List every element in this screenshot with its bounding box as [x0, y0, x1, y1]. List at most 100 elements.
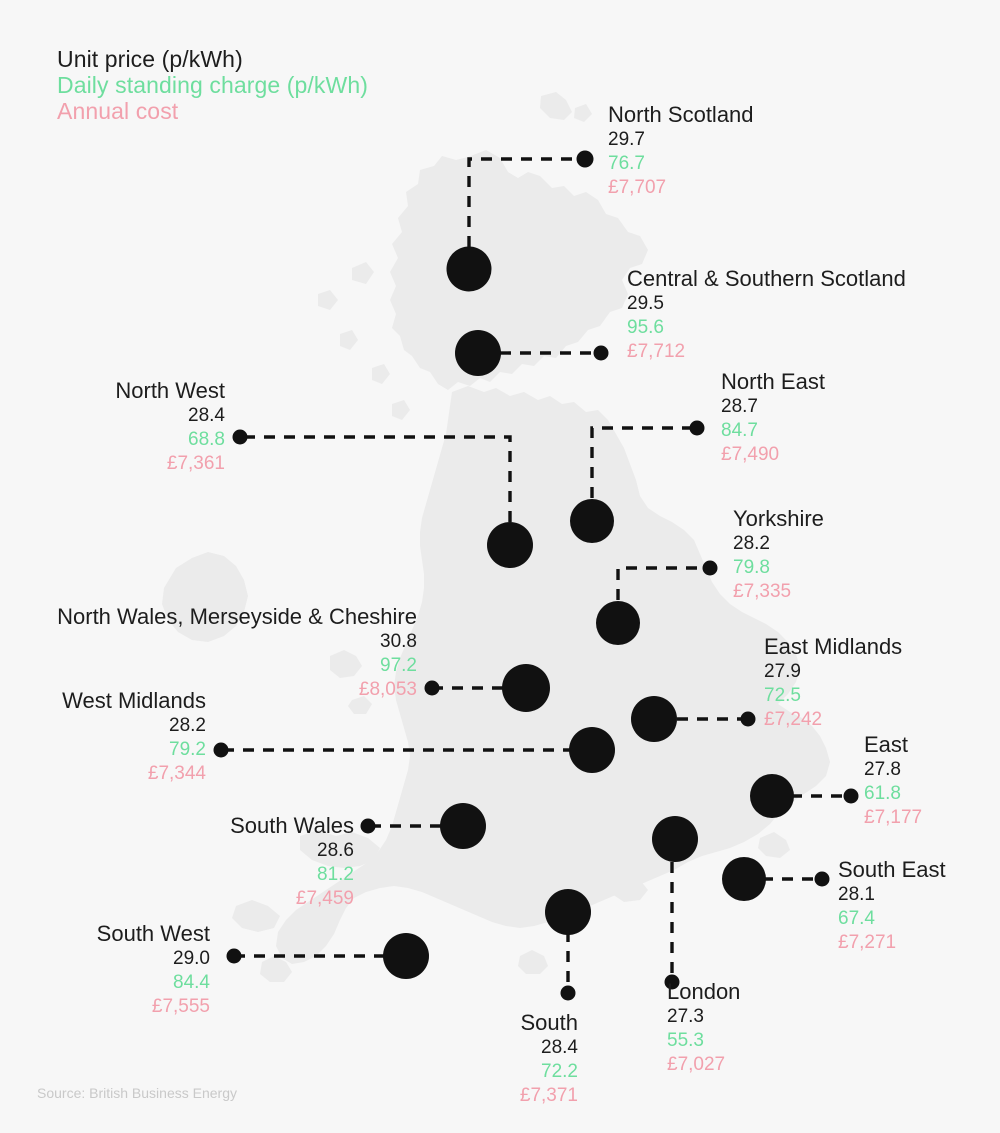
endpoint-south-wales — [360, 818, 376, 834]
bubble-north-west[interactable] — [487, 522, 533, 568]
region-standing-charge: 81.2 — [317, 864, 354, 885]
region-name: London — [667, 979, 741, 1004]
bubble-central-southern-scotland[interactable] — [455, 330, 501, 376]
region-label-london[interactable]: London 27.3 55.3 £7,027 — [667, 979, 740, 1077]
region-label-south-wales[interactable]: South Wales 28.6 81.2 £7,459 — [0, 813, 354, 911]
legend-standing-charge: Daily standing charge (p/kWh) — [57, 72, 368, 98]
region-name: South East — [838, 857, 946, 882]
endpoint-north-wales — [424, 680, 440, 696]
bubble-south-west[interactable] — [383, 933, 429, 979]
region-name: North West — [115, 378, 225, 403]
bubble-north-scotland[interactable] — [446, 246, 492, 292]
region-standing-charge: 72.5 — [764, 685, 801, 706]
uk-landmass — [162, 92, 830, 982]
region-standing-charge: 84.4 — [173, 972, 210, 993]
endpoint-south-west — [226, 948, 242, 964]
region-standing-charge: 55.3 — [667, 1030, 704, 1051]
source-attribution: Source: British Business Energy — [37, 1085, 237, 1101]
region-annual-cost: £7,555 — [151, 996, 210, 1017]
region-unit-price: 28.1 — [838, 884, 875, 905]
legend: Unit price (p/kWh) Daily standing charge… — [57, 46, 368, 124]
region-label-east-midlands[interactable]: East Midlands 27.9 72.5 £7,242 — [764, 634, 902, 732]
bubble-london[interactable] — [652, 816, 698, 862]
region-standing-charge: 79.2 — [169, 739, 206, 760]
region-annual-cost: £7,712 — [627, 341, 686, 362]
legend-annual-cost: Annual cost — [57, 98, 179, 124]
endpoint-london — [664, 974, 680, 990]
region-unit-price: 29.0 — [173, 948, 210, 969]
endpoint-south — [560, 985, 576, 1001]
region-unit-price: 29.7 — [608, 129, 645, 150]
leader-line-yorkshire — [616, 566, 710, 600]
region-unit-price: 27.3 — [667, 1006, 704, 1027]
region-standing-charge: 72.2 — [541, 1061, 578, 1082]
bubble-east[interactable] — [750, 774, 794, 818]
endpoint-central-southern-scotland — [593, 345, 609, 361]
endpoint-north-east — [689, 420, 705, 436]
region-name: East Midlands — [764, 634, 903, 659]
region-unit-price: 28.6 — [317, 840, 354, 861]
region-name: South West — [96, 921, 210, 946]
region-annual-cost: £7,027 — [667, 1054, 726, 1075]
region-annual-cost: £7,344 — [147, 763, 206, 784]
region-label-north-west[interactable]: North West 28.4 68.8 £7,361 — [0, 378, 225, 476]
region-label-south-west[interactable]: South West 29.0 84.4 £7,555 — [0, 921, 210, 1019]
region-label-south-east[interactable]: South East 28.1 67.4 £7,271 — [838, 857, 946, 955]
region-annual-cost: £8,053 — [358, 679, 417, 700]
region-name: North Wales, Merseyside & Cheshire — [57, 604, 417, 629]
leader-line-north-west — [240, 435, 512, 522]
region-unit-price: 29.5 — [627, 293, 664, 314]
region-unit-price: 28.4 — [541, 1037, 578, 1058]
leader-endpoints-layer — [213, 150, 859, 1001]
region-annual-cost: £7,371 — [519, 1085, 578, 1106]
region-annual-cost: £7,242 — [764, 709, 823, 730]
region-unit-price: 28.7 — [721, 396, 758, 417]
region-label-east[interactable]: East 27.8 61.8 £7,177 — [864, 732, 922, 830]
region-standing-charge: 76.7 — [608, 153, 645, 174]
region-annual-cost: £7,271 — [838, 932, 897, 953]
region-annual-cost: £7,490 — [721, 444, 780, 465]
legend-unit-price: Unit price (p/kWh) — [57, 46, 243, 72]
region-standing-charge: 67.4 — [838, 908, 875, 929]
region-name: North East — [721, 369, 825, 394]
region-label-north-scotland[interactable]: North Scotland 29.7 76.7 £7,707 — [608, 102, 754, 200]
region-name: Central & Southern Scotland — [627, 266, 906, 291]
region-standing-charge: 79.8 — [733, 557, 770, 578]
region-label-south[interactable]: South 28.4 72.2 £7,371 — [330, 1010, 578, 1108]
region-label-west-midlands[interactable]: West Midlands 28.2 79.2 £7,344 — [0, 688, 206, 786]
region-name: Yorkshire — [733, 506, 824, 531]
region-name: North Scotland — [608, 102, 754, 127]
endpoint-yorkshire — [702, 560, 718, 576]
region-label-central-southern-scotland[interactable]: Central & Southern Scotland 29.5 95.6 £7… — [627, 266, 906, 364]
region-annual-cost: £7,459 — [295, 888, 354, 909]
bubble-west-midlands[interactable] — [569, 727, 615, 773]
region-unit-price: 27.9 — [764, 661, 801, 682]
bubble-east-midlands[interactable] — [631, 696, 677, 742]
bubble-north-wales[interactable] — [502, 664, 550, 712]
endpoint-south-east — [814, 871, 830, 887]
region-unit-price: 28.2 — [733, 533, 770, 554]
endpoint-east-midlands — [740, 711, 756, 727]
region-annual-cost: £7,177 — [864, 807, 923, 828]
bubble-south-wales[interactable] — [440, 803, 486, 849]
region-annual-cost: £7,361 — [166, 453, 225, 474]
endpoint-east — [843, 788, 859, 804]
region-label-yorkshire[interactable]: Yorkshire 28.2 79.8 £7,335 — [733, 506, 824, 604]
bubble-yorkshire[interactable] — [596, 601, 640, 645]
region-standing-charge: 84.7 — [721, 420, 758, 441]
endpoint-west-midlands — [213, 742, 229, 758]
region-annual-cost: £7,707 — [608, 177, 667, 198]
region-standing-charge: 97.2 — [380, 655, 417, 676]
region-unit-price: 28.4 — [188, 405, 225, 426]
region-label-north-east[interactable]: North East 28.7 84.7 £7,490 — [721, 369, 825, 467]
bubble-north-east[interactable] — [570, 499, 614, 543]
region-label-north-wales[interactable]: North Wales, Merseyside & Cheshire 30.8 … — [0, 604, 417, 702]
bubble-south[interactable] — [545, 889, 591, 935]
region-standing-charge: 61.8 — [864, 783, 901, 804]
endpoint-north-scotland — [576, 150, 594, 168]
region-unit-price: 30.8 — [380, 631, 417, 652]
region-unit-price: 28.2 — [169, 715, 206, 736]
bubble-south-east[interactable] — [722, 857, 766, 901]
endpoint-north-west — [232, 429, 248, 445]
